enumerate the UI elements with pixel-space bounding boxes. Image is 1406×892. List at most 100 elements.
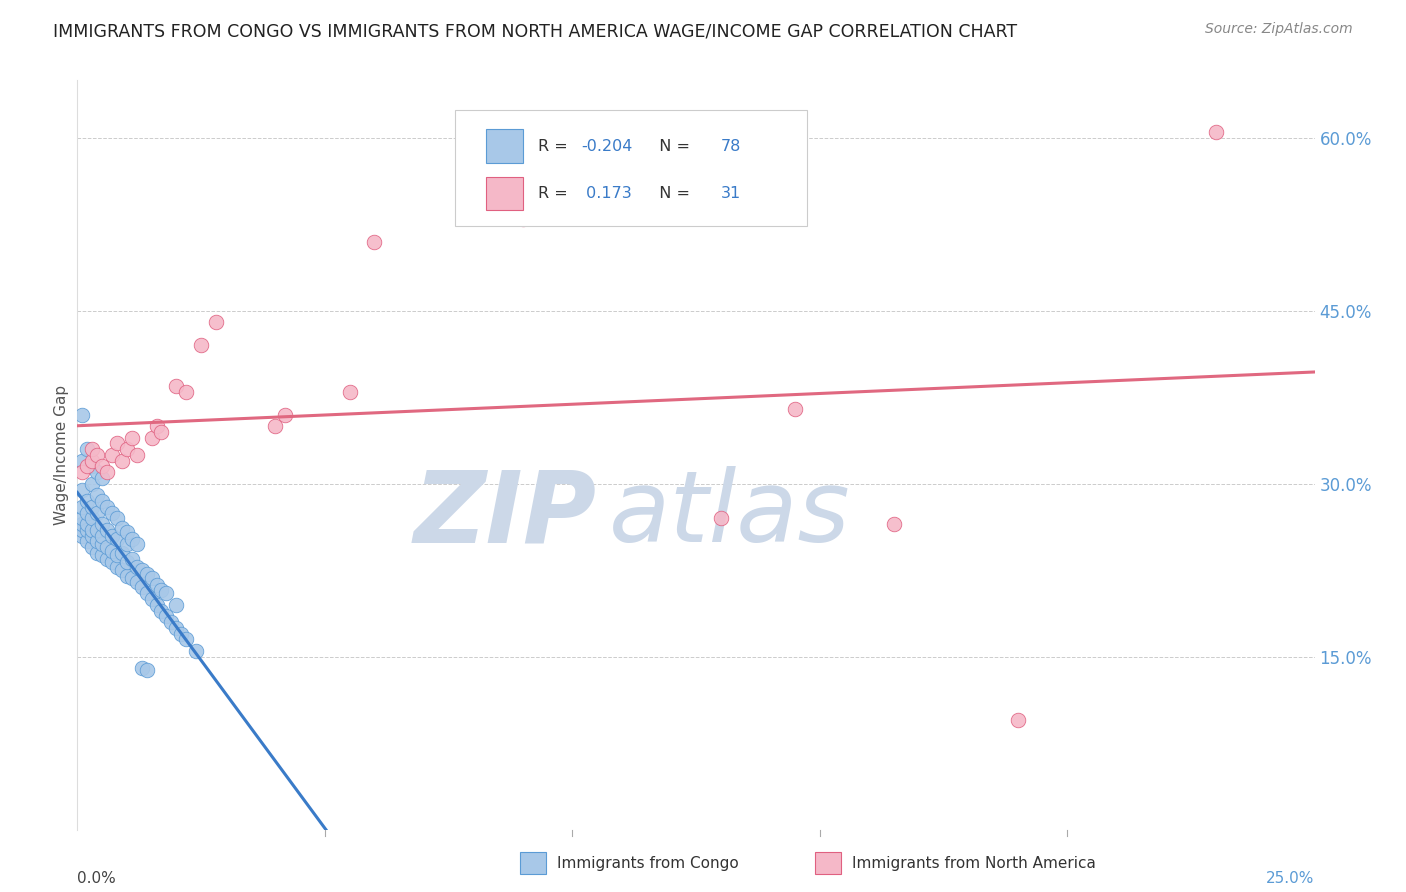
Point — [72, 483, 94, 497]
Point — [165, 378, 187, 392]
Point — [512, 211, 534, 226]
Point — [96, 465, 118, 479]
Point — [72, 465, 94, 479]
Point — [1205, 125, 1227, 139]
Point — [72, 528, 94, 542]
Point — [135, 566, 157, 581]
Point — [86, 546, 108, 560]
Point — [82, 442, 104, 457]
Point — [82, 528, 104, 542]
Point — [883, 517, 905, 532]
Point — [463, 200, 485, 214]
Point — [82, 459, 104, 474]
Text: N =: N = — [650, 186, 695, 201]
Point — [155, 609, 177, 624]
Point — [111, 546, 134, 560]
Point — [131, 661, 153, 675]
Point — [125, 574, 148, 589]
Text: Immigrants from Congo: Immigrants from Congo — [557, 856, 738, 871]
Point — [101, 528, 124, 542]
FancyBboxPatch shape — [485, 177, 523, 211]
Point — [111, 520, 134, 534]
Point — [91, 494, 114, 508]
Point — [710, 511, 733, 525]
Point — [205, 315, 228, 329]
Point — [170, 626, 193, 640]
Point — [121, 571, 143, 585]
Point — [82, 500, 104, 514]
Point — [96, 500, 118, 514]
Point — [150, 425, 173, 439]
Point — [72, 517, 94, 532]
Point — [1007, 713, 1029, 727]
Point — [86, 534, 108, 549]
Text: 25.0%: 25.0% — [1267, 871, 1315, 886]
Point — [101, 506, 124, 520]
Point — [105, 548, 128, 562]
Point — [76, 534, 98, 549]
Point — [105, 436, 128, 450]
Point — [96, 551, 118, 566]
Point — [91, 517, 114, 532]
Point — [82, 453, 104, 467]
Point — [121, 551, 143, 566]
Point — [111, 453, 134, 467]
Point — [145, 419, 167, 434]
Text: -0.204: -0.204 — [581, 138, 633, 153]
Point — [86, 448, 108, 462]
Text: R =: R = — [537, 138, 572, 153]
Point — [72, 511, 94, 525]
Text: R =: R = — [537, 186, 572, 201]
Point — [141, 431, 163, 445]
Point — [76, 494, 98, 508]
Point — [101, 543, 124, 558]
Point — [125, 448, 148, 462]
Point — [76, 442, 98, 457]
Point — [131, 563, 153, 577]
Point — [76, 506, 98, 520]
Text: ZIP: ZIP — [413, 467, 598, 564]
Point — [121, 431, 143, 445]
Point — [135, 664, 157, 678]
Text: 0.173: 0.173 — [581, 186, 631, 201]
Point — [160, 615, 183, 629]
Text: Source: ZipAtlas.com: Source: ZipAtlas.com — [1205, 22, 1353, 37]
Point — [783, 401, 806, 416]
Point — [101, 448, 124, 462]
Point — [82, 540, 104, 554]
Point — [91, 471, 114, 485]
Point — [115, 525, 138, 540]
Point — [101, 555, 124, 569]
Point — [91, 548, 114, 562]
Point — [96, 523, 118, 537]
Point — [150, 582, 173, 597]
Point — [135, 586, 157, 600]
Text: 0.0%: 0.0% — [77, 871, 117, 886]
Point — [76, 517, 98, 532]
Text: N =: N = — [650, 138, 695, 153]
Text: atlas: atlas — [609, 467, 851, 564]
Point — [96, 540, 118, 554]
Point — [82, 511, 104, 525]
Y-axis label: Wage/Income Gap: Wage/Income Gap — [53, 384, 69, 525]
Point — [86, 523, 108, 537]
Point — [150, 603, 173, 617]
Point — [165, 598, 187, 612]
Point — [115, 442, 138, 457]
Point — [125, 537, 148, 551]
Point — [115, 569, 138, 583]
Point — [141, 592, 163, 607]
Point — [184, 644, 207, 658]
Point — [86, 465, 108, 479]
Point — [105, 532, 128, 546]
Point — [274, 408, 297, 422]
Point — [86, 488, 108, 502]
Point — [72, 408, 94, 422]
Text: 31: 31 — [721, 186, 741, 201]
Point — [82, 476, 104, 491]
Text: Immigrants from North America: Immigrants from North America — [852, 856, 1095, 871]
Point — [141, 571, 163, 585]
Point — [339, 384, 361, 399]
Point — [131, 581, 153, 595]
Point — [76, 523, 98, 537]
